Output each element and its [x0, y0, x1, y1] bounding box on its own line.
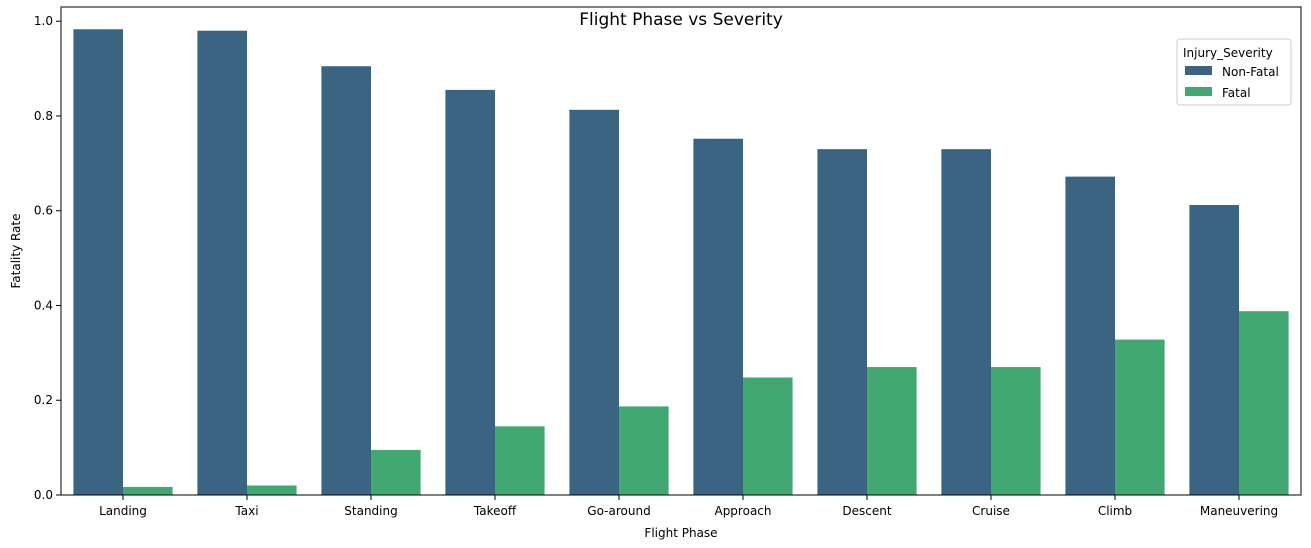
y-tick-label: 1.0 — [34, 14, 53, 28]
legend-label-non-fatal: Non-Fatal — [1222, 65, 1279, 79]
plot-frame — [60, 6, 1302, 496]
legend-swatch-fatal — [1185, 87, 1212, 96]
bar-non-fatal-takeoff — [445, 89, 495, 495]
bar-fatal-landing — [123, 486, 173, 495]
bar-fatal-cruise — [991, 367, 1041, 495]
x-tick-label: Descent — [842, 504, 891, 518]
x-axis-label: Flight Phase — [644, 526, 717, 540]
x-tick-label: Takeoff — [473, 504, 517, 518]
legend-swatch-non-fatal — [1185, 66, 1212, 75]
bar-non-fatal-landing — [73, 29, 123, 496]
x-tick-label: Cruise — [972, 504, 1010, 518]
y-tick-label: 0.8 — [34, 109, 53, 123]
bar-non-fatal-cruise — [941, 149, 991, 495]
bar-fatal-maneuvering — [1239, 311, 1289, 495]
bar-non-fatal-taxi — [197, 30, 247, 495]
bar-non-fatal-go-around — [569, 109, 619, 495]
x-tick-label: Standing — [344, 504, 397, 518]
bar-non-fatal-approach — [693, 138, 743, 495]
x-axis: Landing Taxi Standing Takeoff Go-around Appro… — [99, 495, 1278, 518]
y-axis: 0.0 0.2 0.4 0.6 0.8 1.0 — [34, 14, 61, 502]
legend-label-fatal: Fatal — [1222, 86, 1251, 100]
bar-non-fatal-climb — [1065, 176, 1115, 495]
bar-fatal-taxi — [247, 485, 297, 495]
y-tick-label: 0.2 — [34, 393, 53, 407]
bar-fatal-takeoff — [495, 426, 545, 495]
x-tick-label: Taxi — [234, 504, 258, 518]
bar-fatal-approach — [743, 377, 793, 495]
bars-group — [73, 29, 1289, 496]
bar-fatal-climb — [1115, 339, 1165, 495]
bar-fatal-go-around — [619, 406, 669, 495]
chart-title: Flight Phase vs Severity — [579, 10, 783, 30]
x-tick-label: Approach — [714, 504, 771, 518]
bar-fatal-descent — [867, 367, 917, 495]
y-axis-label: Fatality Rate — [9, 213, 23, 288]
y-tick-label: 0.4 — [34, 298, 53, 312]
y-tick-label: 0.6 — [34, 204, 53, 218]
bar-non-fatal-descent — [817, 149, 867, 495]
legend: Injury_Severity Non-Fatal Fatal — [1176, 38, 1292, 106]
bar-non-fatal-standing — [321, 66, 371, 495]
legend-title: Injury_Severity — [1183, 46, 1273, 60]
x-tick-label: Climb — [1098, 504, 1132, 518]
bar-non-fatal-maneuvering — [1189, 205, 1239, 496]
y-tick-label: 0.0 — [34, 488, 53, 502]
x-tick-label: Landing — [99, 504, 147, 518]
x-tick-label: Maneuvering — [1200, 504, 1278, 518]
x-tick-label: Go-around — [587, 504, 650, 518]
bar-fatal-standing — [371, 449, 421, 495]
